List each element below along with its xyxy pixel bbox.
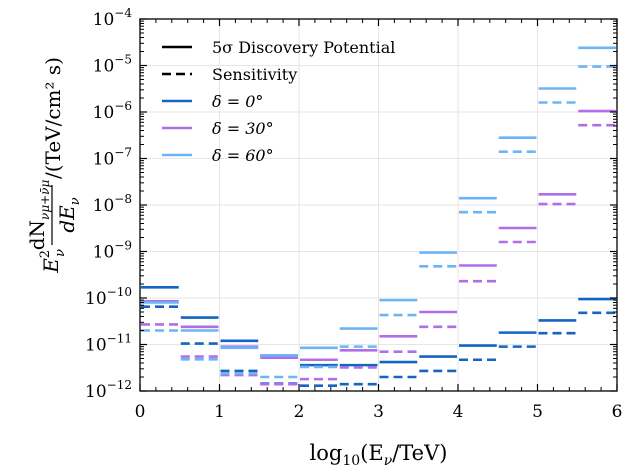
y-tick-label: 10−6 [93,99,132,123]
x-axis-label: log10(Eν/TeV) [310,441,448,469]
legend-label: Sensitivity [212,65,297,84]
y-tick-label: 10−9 [93,239,132,263]
x-tick-label: 2 [294,402,305,422]
grid [139,18,618,392]
y-tick-label: 10−12 [85,378,132,402]
y-tick-label: 10−10 [85,285,132,309]
y-label-units: /(TeV/cm² s) [41,57,65,179]
series-layer [141,46,616,388]
y-tick-label: 10−8 [93,192,132,216]
x-tick-label: 1 [214,402,225,422]
x-tick-label: 3 [373,402,384,422]
y-axis-label: dNνμ+ν̄μ dEν E2ν /(TeV/cm² s) [25,57,83,274]
legend-label: δ = 60° [212,146,274,165]
legend-label: 5σ Discovery Potential [212,38,395,57]
legend: 5σ Discovery Potential Sensitivity δ = 0° δ… [162,38,395,165]
y-tick-label: 10−7 [93,146,132,170]
x-tick-label: 5 [532,402,543,422]
y-label-denominator: dEν [55,197,83,232]
axis-ticks: 0 1 2 3 4 5 6 10−12 10−11 10−10 10−9 10−8 10−7 10−6 10… [85,6,622,422]
y-label-prefix: E2ν [38,249,68,274]
y-tick-label: 10−5 [93,53,132,77]
x-tick-label: 6 [612,402,623,422]
legend-label: δ = 0° [212,92,263,111]
x-tick-label: 4 [453,402,464,422]
x-tick-label: 0 [135,402,146,422]
y-label-numerator: dNνμ+ν̄μ [25,180,52,251]
y-tick-label: 10−4 [93,6,133,30]
legend-label: δ = 30° [212,119,274,138]
y-tick-label: 10−11 [85,332,132,356]
